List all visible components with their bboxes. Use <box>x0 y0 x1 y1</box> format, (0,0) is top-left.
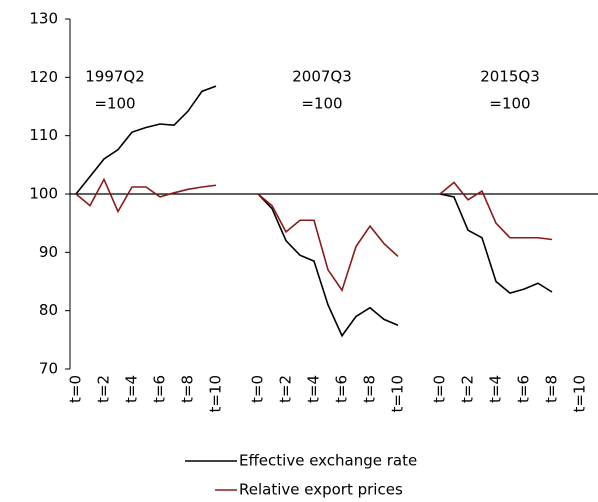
x-tick-label: t=2 <box>277 375 295 403</box>
x-tick-label: t=2 <box>459 375 477 403</box>
x-tick-label: t=10 <box>571 375 589 413</box>
x-tick-label: t=10 <box>207 375 225 413</box>
annotation: 2015Q3 <box>480 68 540 86</box>
x-tick-label: t=4 <box>123 375 141 403</box>
x-tick-label: t=4 <box>305 375 323 403</box>
x-tick-label: t=0 <box>249 375 267 403</box>
x-tick-label: t=6 <box>515 375 533 403</box>
series-line <box>75 177 553 293</box>
x-tick-label: t=6 <box>333 375 351 403</box>
x-tick-label: t=0 <box>431 375 449 403</box>
x-tick-label: t=10 <box>389 375 407 413</box>
annotation: =100 <box>301 95 342 113</box>
legend-label: Relative export prices <box>239 481 403 499</box>
y-tick-label: 130 <box>29 10 58 28</box>
y-tick-label: 80 <box>39 301 58 319</box>
annotation: =100 <box>489 95 530 113</box>
y-tick-label: 90 <box>39 243 58 261</box>
annotation: =100 <box>94 95 135 113</box>
y-tick-label: 120 <box>29 68 58 86</box>
y-tick-label: 100 <box>29 185 58 203</box>
x-tick-label: t=2 <box>95 375 113 403</box>
x-tick-label: t=4 <box>487 375 505 403</box>
x-tick-label: t=0 <box>67 375 85 403</box>
x-tick-label: t=6 <box>151 375 169 403</box>
annotation: 1997Q2 <box>85 68 145 86</box>
y-tick-label: 70 <box>39 360 58 378</box>
x-tick-label: t=8 <box>543 375 561 403</box>
annotation: 2007Q3 <box>292 68 352 86</box>
x-tick-label: t=8 <box>179 375 197 403</box>
x-tick-label: t=8 <box>361 375 379 403</box>
legend-label: Effective exchange rate <box>239 452 417 470</box>
y-tick-label: 110 <box>29 126 58 144</box>
series-line <box>75 85 553 338</box>
